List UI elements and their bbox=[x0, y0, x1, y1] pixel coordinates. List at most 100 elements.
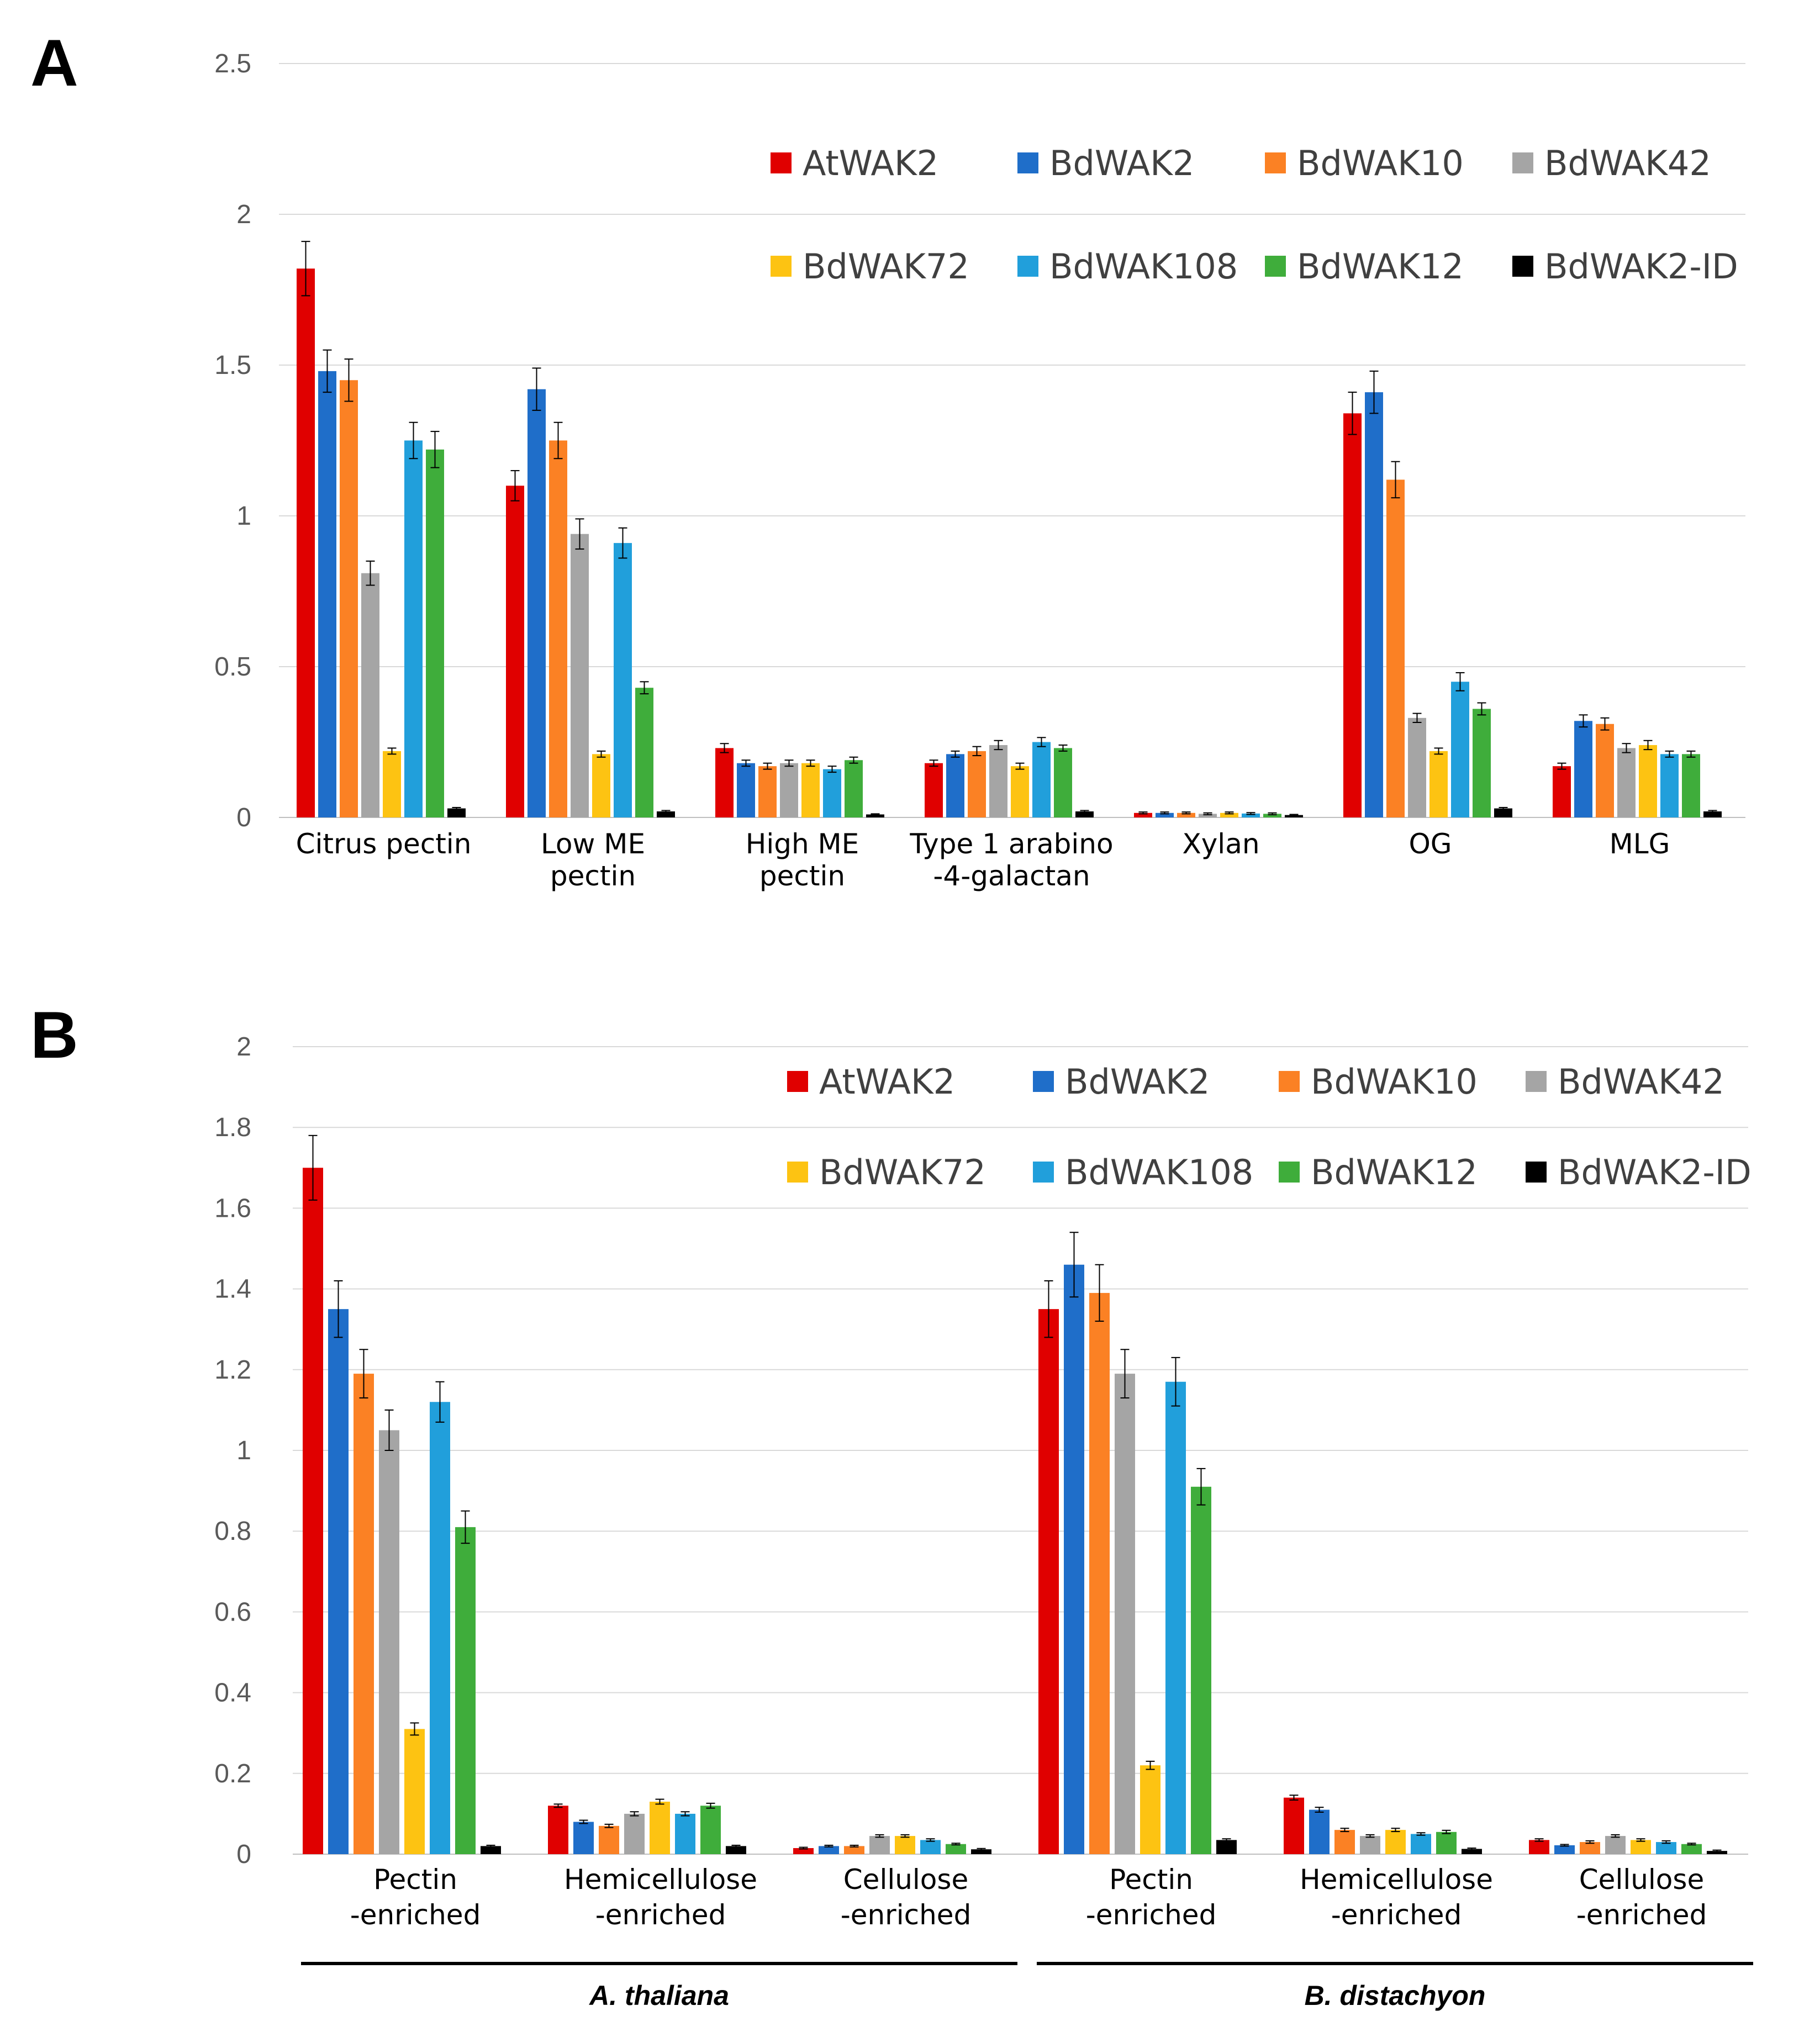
bar bbox=[1462, 1849, 1482, 1854]
legend-swatch bbox=[1512, 256, 1533, 277]
bar bbox=[1054, 748, 1072, 817]
bar bbox=[1429, 751, 1448, 817]
category-label: pectin bbox=[759, 860, 845, 892]
legend-label: BdWAK10 bbox=[1311, 1062, 1478, 1102]
bar bbox=[700, 1806, 721, 1854]
category-label: Citrus pectin bbox=[296, 828, 472, 860]
legend-swatch bbox=[787, 1071, 808, 1092]
bar bbox=[361, 573, 379, 817]
bar bbox=[624, 1813, 645, 1854]
panel-a-label: A bbox=[30, 26, 78, 100]
legend-label: BdWAK12 bbox=[1297, 246, 1464, 287]
bar bbox=[1631, 1840, 1651, 1854]
species-label: A. thaliana bbox=[588, 1980, 729, 2011]
bar bbox=[447, 808, 466, 817]
bar bbox=[989, 745, 1007, 817]
bar bbox=[599, 1825, 619, 1854]
category-label: Pectin bbox=[1109, 1864, 1193, 1896]
y-tick-label: 2.5 bbox=[214, 49, 251, 78]
bar bbox=[379, 1430, 399, 1854]
bar bbox=[845, 760, 863, 817]
legend-swatch bbox=[771, 152, 792, 173]
category-label: OG bbox=[1408, 828, 1452, 860]
bar bbox=[823, 769, 841, 817]
category-label: -enriched bbox=[1086, 1899, 1217, 1931]
bar bbox=[1574, 721, 1592, 817]
bar bbox=[383, 751, 401, 817]
bar bbox=[925, 763, 943, 817]
bar bbox=[968, 751, 986, 817]
category-label: -4-galactan bbox=[933, 860, 1090, 892]
bar bbox=[1436, 1832, 1457, 1854]
bar bbox=[1064, 1264, 1084, 1854]
bar bbox=[614, 543, 632, 817]
y-tick-label: 1.2 bbox=[214, 1355, 251, 1385]
bar bbox=[635, 688, 653, 817]
bar bbox=[793, 1848, 814, 1854]
bar bbox=[506, 485, 524, 817]
legend-swatch bbox=[1265, 152, 1286, 173]
bar bbox=[1554, 1845, 1575, 1854]
bar bbox=[1263, 814, 1281, 817]
bar bbox=[1075, 811, 1094, 817]
bar bbox=[1360, 1836, 1380, 1854]
category-label: -enriched bbox=[595, 1899, 726, 1931]
category-label: Cellulose bbox=[843, 1864, 968, 1896]
bar bbox=[1038, 1309, 1059, 1854]
bar bbox=[737, 763, 755, 817]
legend-label: BdWAK2 bbox=[1049, 143, 1194, 183]
legend-swatch bbox=[1033, 1071, 1054, 1092]
bar bbox=[1682, 754, 1700, 817]
bar bbox=[1639, 745, 1657, 817]
bar bbox=[404, 1729, 425, 1854]
y-tick-label: 2 bbox=[236, 200, 251, 229]
bar bbox=[1343, 413, 1362, 817]
chart-b: 00.20.40.60.811.21.41.61.82Pectin-enrich… bbox=[214, 1032, 1753, 2011]
bar bbox=[1605, 1836, 1626, 1854]
legend-swatch bbox=[1526, 1071, 1547, 1092]
bar bbox=[303, 1168, 323, 1854]
legend-swatch bbox=[1017, 152, 1038, 173]
y-tick-label: 0.4 bbox=[214, 1679, 251, 1708]
bar bbox=[895, 1836, 915, 1854]
bar bbox=[675, 1813, 695, 1854]
bar bbox=[758, 766, 777, 817]
bar bbox=[1032, 742, 1051, 817]
legend-label: BdWAK2 bbox=[1065, 1062, 1210, 1102]
category-label: High ME bbox=[746, 828, 859, 860]
legend-swatch bbox=[787, 1162, 808, 1183]
bar bbox=[1365, 392, 1383, 817]
legend-swatch bbox=[771, 256, 792, 277]
bar bbox=[650, 1801, 670, 1854]
bar bbox=[1707, 1851, 1727, 1854]
bar bbox=[1216, 1840, 1237, 1854]
category-label: -enriched bbox=[350, 1899, 481, 1931]
bar bbox=[1596, 724, 1614, 817]
legend-label: BdWAK72 bbox=[803, 246, 969, 287]
bar bbox=[1220, 812, 1238, 817]
legend-swatch bbox=[1279, 1071, 1300, 1092]
legend-label: BdWAK108 bbox=[1049, 246, 1238, 287]
bar bbox=[1140, 1765, 1160, 1854]
species-label: B. distachyon bbox=[1305, 1980, 1486, 2011]
bar bbox=[573, 1822, 594, 1854]
legend-swatch bbox=[1279, 1162, 1300, 1183]
bar bbox=[1134, 812, 1152, 817]
bar bbox=[1242, 813, 1260, 817]
category-label: Pectin bbox=[373, 1864, 457, 1896]
category-label: Type 1 arabino bbox=[909, 828, 1113, 860]
bar bbox=[780, 763, 798, 817]
category-label: Cellulose bbox=[1579, 1864, 1704, 1896]
bar bbox=[1285, 815, 1303, 817]
bar bbox=[1660, 754, 1679, 817]
bar bbox=[1115, 1374, 1135, 1854]
bar bbox=[1681, 1844, 1702, 1854]
bar bbox=[548, 1806, 568, 1854]
bar bbox=[1617, 748, 1636, 817]
category-label: pectin bbox=[550, 860, 636, 892]
bar bbox=[946, 754, 964, 817]
bar bbox=[1011, 766, 1029, 817]
bar bbox=[1165, 1381, 1186, 1854]
bar bbox=[971, 1849, 991, 1854]
